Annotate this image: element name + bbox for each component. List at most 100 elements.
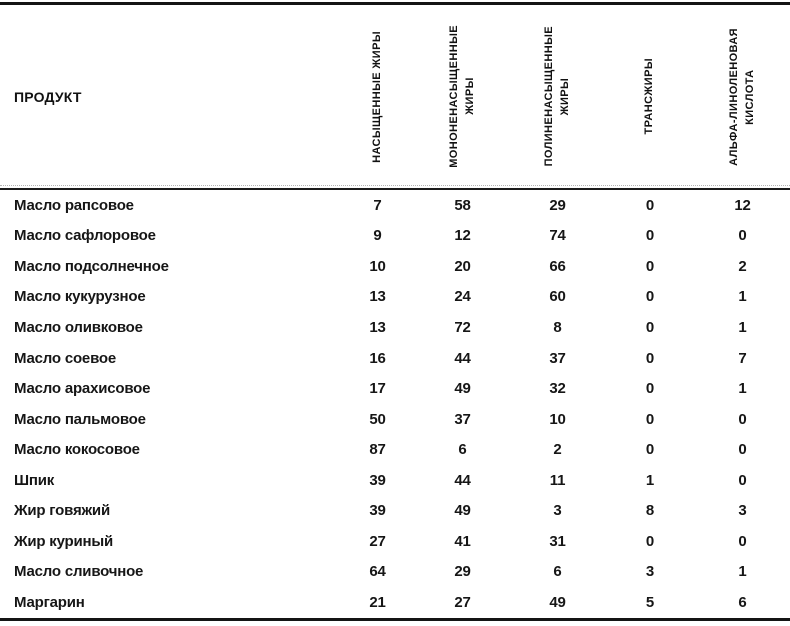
product-cell: Масло арахисовое (14, 380, 151, 398)
value-cell: 3 (738, 502, 747, 520)
product-cell: Масло сливочное (14, 563, 144, 581)
value-cell: 0 (738, 410, 747, 428)
column-header-alpha-linolenic-acid: АЛЬФА-ЛИНОЛЕНОВАЯ КИСЛОТА (695, 5, 790, 188)
product-cell: Масло подсолнечное (14, 257, 169, 275)
value-cell: 39 (369, 502, 386, 520)
value-cell: 0 (645, 318, 655, 336)
value-cell: 7 (738, 349, 747, 367)
value-cell: 16 (369, 349, 386, 367)
value-cell: 2 (553, 441, 562, 459)
table-row: Масло подсолнечное 10 20 66 0 2 (0, 251, 790, 282)
value-cell: 0 (645, 380, 655, 398)
value-cell: 7 (373, 196, 382, 214)
product-cell: Жир куриный (14, 532, 114, 550)
value-cell: 3 (645, 563, 655, 581)
column-header-polyunsaturated-fats: ПОЛИНЕНАСЫЩЕННЫЕ ЖИРЫ (510, 5, 605, 188)
value-cell: 74 (549, 227, 566, 245)
value-cell: 0 (738, 532, 747, 550)
value-cell: 0 (645, 196, 655, 214)
product-cell: Масло кокосовое (14, 441, 140, 459)
value-cell: 1 (738, 380, 747, 398)
value-cell: 72 (454, 318, 471, 336)
value-cell: 29 (454, 563, 471, 581)
value-cell: 44 (454, 349, 471, 367)
value-cell: 58 (454, 196, 471, 214)
value-cell: 37 (454, 410, 471, 428)
column-header-monounsaturated-fats: МОНОНЕНАСЫЩЕННЫЕ ЖИРЫ (415, 5, 510, 188)
product-cell: Масло пальмовое (14, 410, 146, 428)
column-header-product-label: ПРОДУКТ (14, 88, 82, 105)
value-cell: 31 (549, 532, 566, 550)
product-cell: Масло соевое (14, 349, 116, 367)
column-header-polyunsaturated-fats-label: ПОЛИНЕНАСЫЩЕННЫЕ ЖИРЫ (542, 26, 571, 167)
value-cell: 24 (454, 288, 471, 306)
product-cell: Шпик (14, 471, 55, 489)
table-row: Шпик 39 44 11 1 0 (0, 465, 790, 496)
value-cell: 11 (549, 471, 566, 489)
value-cell: 13 (369, 318, 386, 336)
table-row: Масло пальмовое 50 37 10 0 0 (0, 404, 790, 435)
value-cell: 17 (369, 380, 386, 398)
value-cell: 49 (549, 593, 566, 611)
product-cell: Масло кукурузное (14, 288, 146, 306)
value-cell: 27 (369, 532, 386, 550)
table-row: Масло сафлоровое 9 12 74 0 0 (0, 221, 790, 252)
value-cell: 60 (549, 288, 566, 306)
value-cell: 0 (738, 441, 747, 459)
value-cell: 2 (738, 257, 747, 275)
product-cell: Масло оливковое (14, 318, 143, 336)
value-cell: 10 (549, 410, 566, 428)
value-cell: 66 (549, 257, 566, 275)
value-cell: 8 (553, 318, 562, 336)
table-row: Масло кукурузное 13 24 60 0 1 (0, 282, 790, 313)
column-header-saturated-fats: НАСЫЩЕННЫЕ ЖИРЫ (340, 5, 415, 188)
value-cell: 1 (738, 288, 747, 306)
value-cell: 0 (645, 288, 655, 306)
value-cell: 6 (738, 593, 747, 611)
table-row: Масло арахисовое 17 49 32 0 1 (0, 373, 790, 404)
table-row: Маргарин 21 27 49 5 6 (0, 587, 790, 618)
value-cell: 87 (369, 441, 386, 459)
value-cell: 1 (738, 318, 747, 336)
value-cell: 50 (369, 410, 386, 428)
table-row: Масло соевое 16 44 37 0 7 (0, 343, 790, 374)
value-cell: 8 (645, 502, 655, 520)
value-cell: 0 (645, 227, 655, 245)
table-header-row: ПРОДУКТ НАСЫЩЕННЫЕ ЖИРЫ МОНОНЕНАСЫЩЕННЫЕ… (0, 5, 790, 190)
table-row: Масло оливковое 13 72 8 0 1 (0, 312, 790, 343)
value-cell: 6 (458, 441, 467, 459)
value-cell: 10 (369, 257, 386, 275)
value-cell: 39 (369, 471, 386, 489)
value-cell: 0 (645, 349, 655, 367)
value-cell: 6 (553, 563, 562, 581)
value-cell: 12 (734, 196, 751, 214)
value-cell: 0 (645, 441, 655, 459)
value-cell: 44 (454, 471, 471, 489)
value-cell: 3 (553, 502, 562, 520)
table-row: Масло рапсовое 7 58 29 0 12 (0, 190, 790, 221)
value-cell: 0 (645, 532, 655, 550)
value-cell: 0 (738, 471, 747, 489)
value-cell: 49 (454, 502, 471, 520)
value-cell: 0 (738, 227, 747, 245)
value-cell: 12 (454, 227, 471, 245)
table-row: Масло сливочное 64 29 6 3 1 (0, 557, 790, 588)
column-header-alpha-linolenic-acid-label: АЛЬФА-ЛИНОЛЕНОВАЯ КИСЛОТА (727, 27, 756, 166)
value-cell: 32 (549, 380, 566, 398)
value-cell: 41 (454, 532, 471, 550)
product-cell: Масло рапсовое (14, 196, 134, 214)
table-row: Жир куриный 27 41 31 0 0 (0, 526, 790, 557)
table-body: Масло рапсовое 7 58 29 0 12 Масло сафлор… (0, 190, 790, 618)
product-cell: Жир говяжий (14, 502, 110, 520)
product-cell: Масло сафлоровое (14, 227, 156, 245)
value-cell: 1 (645, 471, 655, 489)
column-header-monounsaturated-fats-label: МОНОНЕНАСЫЩЕННЫЕ ЖИРЫ (447, 25, 476, 168)
column-header-trans-fats-label: ТРАНСЖИРЫ (643, 58, 656, 135)
value-cell: 27 (454, 593, 471, 611)
table-row: Масло кокосовое 87 6 2 0 0 (0, 434, 790, 465)
column-header-trans-fats: ТРАНСЖИРЫ (605, 5, 695, 188)
column-header-product: ПРОДУКТ (0, 5, 340, 188)
value-cell: 49 (454, 380, 471, 398)
